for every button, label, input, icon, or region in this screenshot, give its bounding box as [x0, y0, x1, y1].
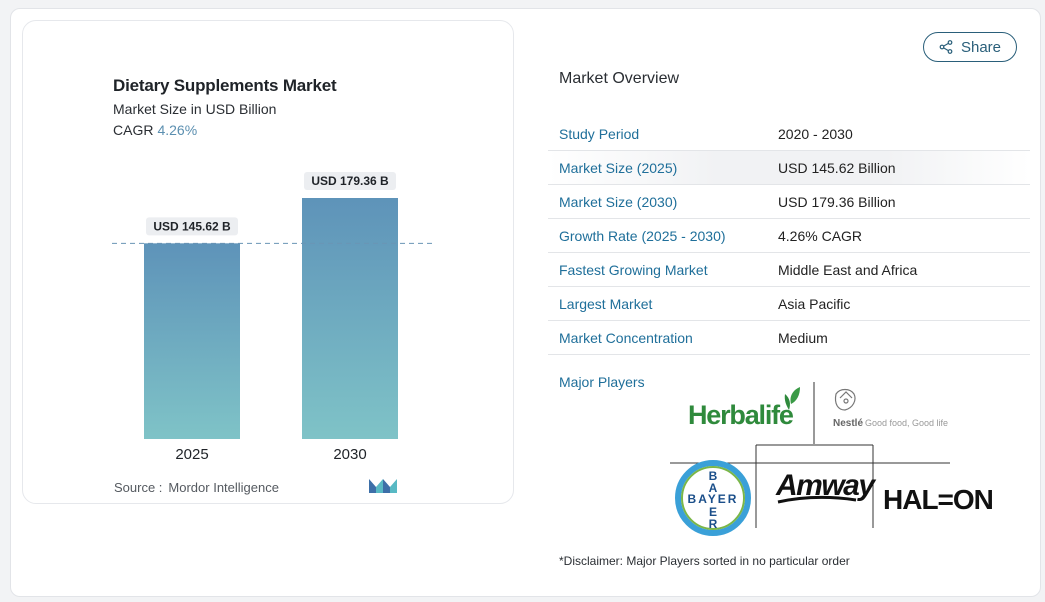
- data-label: USD 179.36 B: [311, 174, 389, 188]
- overview-row: Growth Rate (2025 - 2030) 4.26% CAGR: [548, 219, 1030, 253]
- leaf-icon: [784, 394, 790, 410]
- overview-key[interactable]: Study Period: [559, 125, 640, 142]
- herbalife-wordmark: Herbalife: [688, 400, 794, 430]
- overview-value: Asia Pacific: [778, 295, 851, 312]
- share-icon: [939, 40, 953, 54]
- share-button[interactable]: Share: [923, 32, 1017, 62]
- nestle-tagline: Good food, Good life: [865, 418, 948, 428]
- overview-row: Study Period 2020 - 2030: [548, 117, 1030, 151]
- bayer-horizontal: BAYER: [688, 492, 739, 506]
- x-tick-label: 2030: [333, 446, 366, 463]
- data-label-bg: [146, 217, 238, 236]
- overview-key[interactable]: Market Concentration: [559, 329, 693, 346]
- bayer-vertical: B A E R: [709, 469, 718, 531]
- haleon-wordmark: HAL=ON: [883, 484, 993, 515]
- overview-table: Study Period 2020 - 2030 Market Size (20…: [548, 117, 1030, 355]
- x-tick-label: 2025: [175, 446, 208, 463]
- major-players-label[interactable]: Major Players: [559, 374, 645, 390]
- chart-title: Dietary Supplements Market: [113, 76, 337, 95]
- overview-value: USD 145.62 Billion: [778, 159, 896, 176]
- source-value: Mordor Intelligence: [168, 480, 279, 495]
- overview-value: Medium: [778, 329, 828, 346]
- overview-row: Fastest Growing Market Middle East and A…: [548, 253, 1030, 287]
- chart-subtitle: Market Size in USD Billion: [113, 101, 277, 117]
- overview-title: Market Overview: [559, 70, 680, 87]
- chart-source: Source : Mordor Intelligence: [114, 480, 279, 495]
- bayer-logo[interactable]: BAYER B A E R: [675, 460, 751, 536]
- overview-key[interactable]: Growth Rate (2025 - 2030): [559, 227, 726, 244]
- source-label: Source :: [114, 480, 163, 495]
- leaf-icon: [790, 387, 800, 404]
- overview-value: USD 179.36 Billion: [778, 193, 896, 210]
- overview-key[interactable]: Fastest Growing Market: [559, 261, 708, 278]
- chart-card: [22, 20, 514, 504]
- nestle-logo[interactable]: Nestlé Good food, Good life: [833, 388, 948, 430]
- nest-bird-icon: [834, 388, 856, 411]
- svg-text:E: E: [709, 505, 717, 519]
- nestle-wordmark: Nestlé: [833, 418, 863, 429]
- data-label-bg: [304, 172, 396, 190]
- data-label: USD 145.62 B: [153, 219, 231, 233]
- overview-key[interactable]: Market Size (2025): [559, 159, 678, 176]
- bar-2025: [144, 243, 240, 439]
- svg-text:B: B: [709, 469, 718, 483]
- overview-row: Market Size (2025) USD 145.62 Billion: [548, 151, 1030, 185]
- mordor-logo-icon: [368, 478, 398, 499]
- chart-cagr: CAGR 4.26%: [113, 122, 197, 138]
- svg-text:R: R: [709, 517, 718, 531]
- overview-value: 2020 - 2030: [778, 125, 853, 142]
- svg-text:A: A: [709, 481, 718, 495]
- disclaimer: *Disclaimer: Major Players sorted in no …: [559, 554, 850, 568]
- amway-logo[interactable]: Amway: [775, 469, 878, 504]
- cagr-value: 4.26%: [157, 122, 198, 138]
- herbalife-logo[interactable]: Herbalife: [688, 387, 800, 430]
- overview-row: Market Size (2030) USD 179.36 Billion: [548, 185, 1030, 219]
- overview-value: 4.26% CAGR: [778, 227, 863, 244]
- cagr-label: CAGR: [113, 122, 154, 138]
- haleon-logo[interactable]: HAL=ON: [883, 484, 994, 515]
- amway-swoosh: [777, 495, 857, 504]
- overview-row: Market Concentration Medium: [548, 321, 1030, 355]
- overview-value: Middle East and Africa: [778, 261, 918, 278]
- overview-key[interactable]: Market Size (2030): [559, 193, 678, 210]
- bar-2030: [302, 198, 398, 439]
- overview-row: Largest Market Asia Pacific: [548, 287, 1030, 321]
- share-label: Share: [960, 38, 1002, 56]
- overview-key[interactable]: Largest Market: [559, 295, 653, 312]
